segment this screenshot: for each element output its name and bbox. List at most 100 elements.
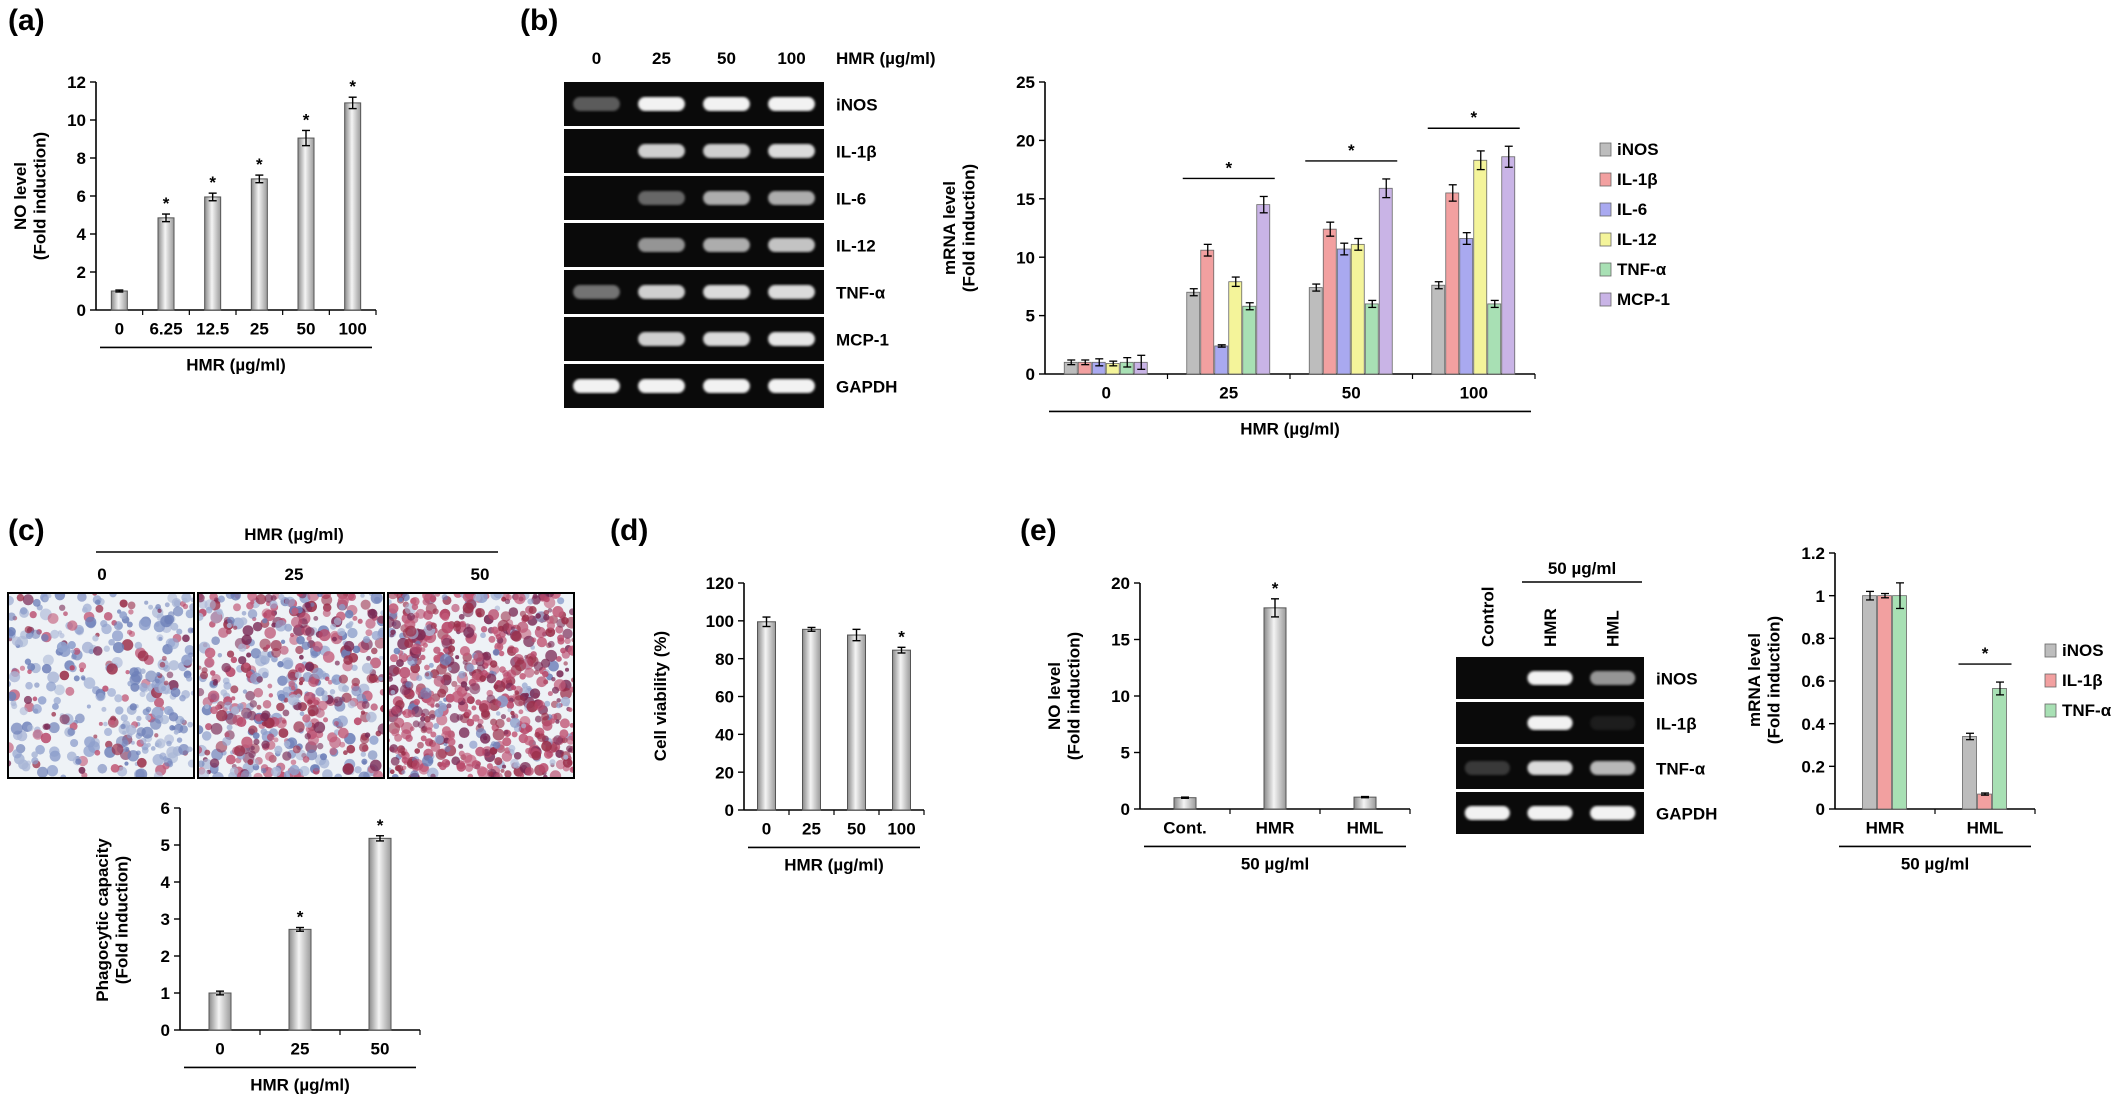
stained-cell [307,593,320,602]
x-tick-label: 12.5 [196,320,229,339]
stained-cell [432,608,439,615]
gel-band [1527,716,1573,730]
stained-cell [561,650,571,659]
stained-cell [464,709,472,717]
stained-cell [141,726,154,739]
y-tick-label: 20 [1111,574,1130,593]
stained-cell [486,763,493,770]
gel-lane-label: 25 [652,49,671,68]
stained-cell [179,718,186,724]
stained-cell [533,669,540,675]
stained-cell [226,622,232,629]
stained-cell [296,635,305,645]
stained-cell [134,641,143,650]
x-tick-label: 0 [115,320,124,339]
stained-cell [32,729,44,740]
gel-band [638,285,685,299]
stained-cell [495,711,501,716]
stained-cell [451,603,460,613]
stained-cell [374,637,384,649]
stained-cell [179,694,186,702]
stained-cell [31,757,39,765]
stained-cell [127,601,136,610]
stained-cell [455,655,460,660]
stained-cell [74,713,85,724]
gel-band [1464,806,1510,820]
significance-mark: * [256,155,263,174]
stained-cell [144,600,149,605]
stained-cell [569,608,574,616]
stained-cell [347,627,358,639]
significance-mark: * [1982,644,1989,663]
stained-cell [422,755,434,767]
stained-cell [262,699,272,709]
stained-cell [185,675,193,682]
bar [1877,595,1892,810]
stained-cell [198,612,204,621]
stained-cell [48,722,60,734]
stained-cell [19,665,26,671]
stained-cell [307,704,319,717]
gel-gene-label: IL-12 [836,237,876,256]
stained-cell [136,715,142,722]
y-axis-label: NO level [1045,662,1064,730]
stained-cell [493,741,501,749]
x-axis-label: HMR (µg/ml) [1240,419,1340,438]
gel-lane-label: HMR [1541,608,1560,647]
stained-cell [425,672,430,677]
stained-cell [163,680,169,686]
stained-cell [379,688,384,696]
stained-cell [441,758,451,768]
stained-cell [173,729,179,735]
stained-cell [456,762,466,772]
stained-cell [224,731,230,738]
stained-cell [557,634,565,642]
significance-mark: * [1272,579,1279,598]
bar [1350,243,1365,375]
stained-cell [500,768,505,773]
stained-cell [495,700,502,707]
stained-cell [545,627,556,638]
stained-cell [215,704,221,711]
stained-cell [313,721,326,734]
stained-cell [524,692,529,698]
stained-cell [294,671,302,679]
bar [1322,228,1337,375]
gel-band [1590,806,1636,820]
stained-cell [508,744,516,752]
legend-label: IL-6 [1617,200,1647,219]
stained-cell [523,635,535,648]
stained-cell [492,648,500,656]
stained-cell [407,612,415,621]
gel-band [703,144,750,158]
bar [1173,797,1197,810]
x-tick-label: 25 [291,1040,310,1059]
stained-cell [531,750,542,761]
gel-gene-label: IL-1β [836,143,877,162]
stained-cell [63,611,68,617]
stained-cell [341,692,352,703]
stained-cell [500,611,511,622]
stained-cell [263,609,276,622]
stained-cell [247,609,258,619]
stained-cell [319,758,330,769]
stained-cell [16,593,25,602]
stained-cell [346,744,356,754]
stained-cell [495,718,505,729]
stained-cell [396,659,404,667]
stained-cell [351,677,360,687]
y-tick-label: 1.2 [1801,544,1825,563]
stained-cell [288,680,296,688]
stained-cell [411,758,424,771]
stained-cell [481,710,491,720]
stained-cell [70,738,79,748]
stained-cell [75,758,82,765]
stained-cell [417,741,424,749]
legend-label: IL-12 [1617,230,1657,249]
bar [1364,303,1379,375]
gel-gene-label: GAPDH [836,378,897,397]
stained-cell [501,596,507,602]
legend-label: iNOS [2062,641,2104,660]
stained-cell [295,662,306,674]
gel-band [638,238,685,252]
